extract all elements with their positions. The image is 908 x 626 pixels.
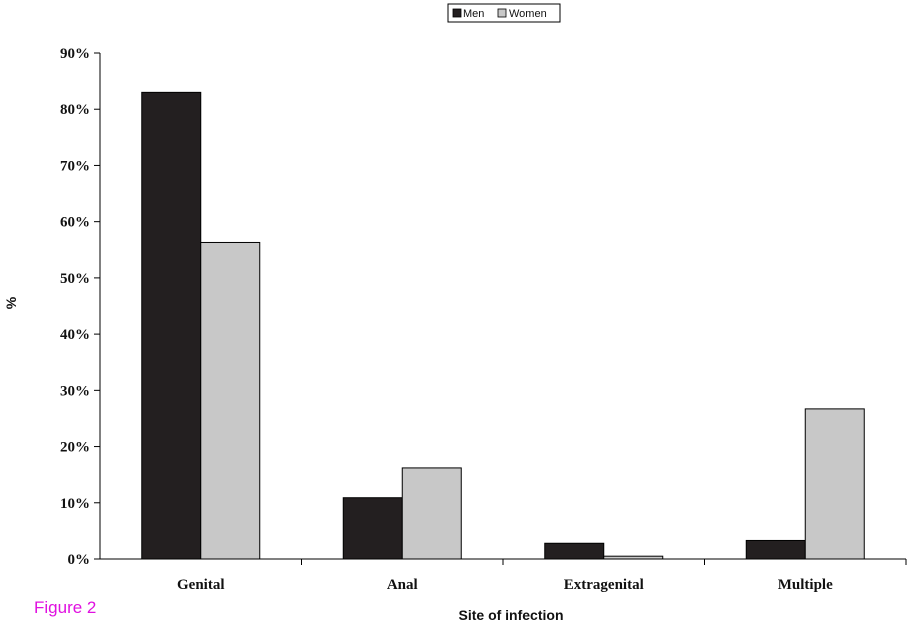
legend-label-women: Women [509, 8, 547, 20]
y-tick-label: 90% [60, 46, 90, 62]
bar-men-anal [342, 497, 403, 560]
y-tick-label: 70% [60, 158, 90, 174]
x-tick-label: Multiple [778, 577, 833, 593]
y-tick-label: 30% [60, 383, 90, 399]
bar-women-multiple [804, 408, 865, 560]
y-tick-label: 0% [68, 552, 91, 568]
bar-men-multiple [745, 539, 806, 560]
bar-women-anal [401, 467, 462, 560]
y-tick-label: 60% [60, 215, 90, 231]
y-tick-label: 20% [60, 440, 90, 456]
x-tick-label: Anal [387, 577, 418, 593]
bar-women-genital [200, 241, 261, 560]
bar-men-extragenital [544, 542, 605, 560]
legend-swatch-men [452, 8, 462, 18]
y-axis-title: % [3, 296, 19, 309]
x-tick-label: Extragenital [564, 577, 644, 593]
x-tick-label: Genital [177, 577, 225, 593]
y-tick-label: 40% [60, 327, 90, 343]
y-axis-ticks: 0% 10% 20% 30% 40% 50% 60% 70% 80% 90% [60, 46, 100, 568]
legend-swatch-women [497, 8, 507, 18]
y-tick-label: 10% [60, 496, 90, 512]
y-tick-label: 50% [60, 271, 90, 287]
bars [141, 91, 865, 560]
y-tick-label: 80% [60, 102, 90, 118]
x-axis-labels: Genital Anal Extragenital Multiple [177, 559, 907, 593]
x-axis-title: Site of infection [459, 607, 564, 623]
figure-caption: Figure 2 [34, 598, 96, 617]
legend: Men Women [447, 3, 561, 23]
bar-men-genital [141, 91, 202, 560]
legend-label-men: Men [463, 8, 484, 20]
